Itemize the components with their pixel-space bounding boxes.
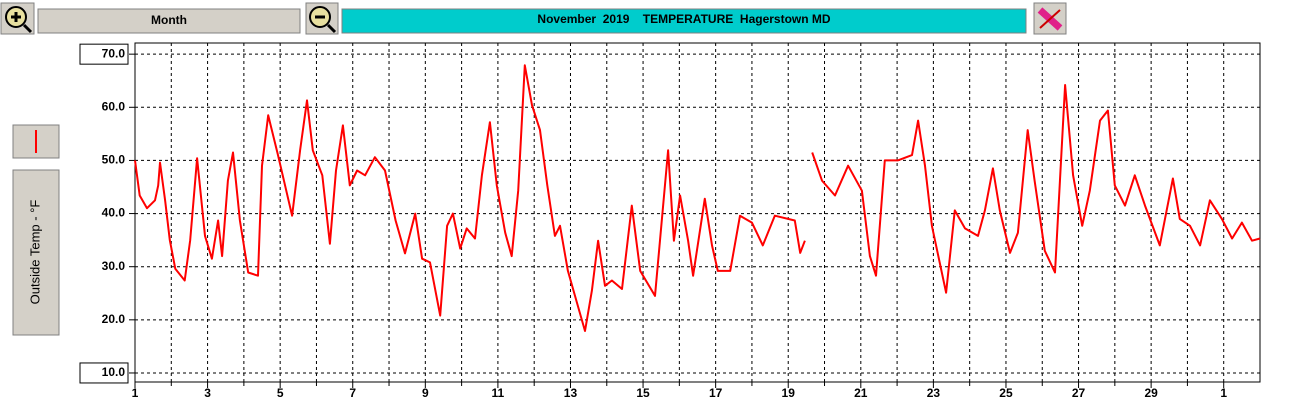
x-tick-label: 17 — [709, 386, 723, 400]
series-color-button[interactable] — [12, 124, 60, 159]
x-tick-label: 5 — [277, 386, 284, 400]
tick-label-box — [79, 43, 129, 65]
legend-label: Outside Temp - °F — [27, 200, 42, 305]
series-button[interactable]: Outside Temp - °F — [12, 169, 60, 336]
x-tick-label: 19 — [782, 386, 796, 400]
tools-button[interactable] — [1033, 2, 1067, 35]
y-tick-label: 60.0 — [102, 99, 126, 113]
chart-title: November 2019 TEMPERATURE Hagerstown MD — [537, 12, 831, 26]
y-tick-label: 30.0 — [102, 259, 126, 273]
title-bar — [341, 8, 1027, 34]
zoom-out-button[interactable] — [305, 2, 339, 35]
x-tick-label: 15 — [636, 386, 650, 400]
plot-frame — [134, 42, 1261, 383]
tick-label-box — [79, 362, 129, 384]
x-tick-label: 27 — [1072, 386, 1086, 400]
y-tick-label: 40.0 — [102, 206, 126, 220]
x-tick-label: 11 — [492, 386, 505, 400]
y-tick-label: 50.0 — [102, 153, 126, 167]
x-tick-label: 13 — [564, 386, 578, 400]
x-tick-label: 23 — [927, 386, 941, 400]
temperature-line — [134, 64, 1261, 332]
y-tick-label: 70.0 — [102, 46, 126, 60]
x-tick-label: 1 — [1220, 386, 1227, 400]
x-tick-label: 3 — [204, 386, 211, 400]
x-tick-label: 9 — [422, 386, 429, 400]
x-tick-label: 1 — [132, 386, 139, 400]
period-label: Month — [151, 13, 187, 27]
x-tick-label: 29 — [1144, 386, 1158, 400]
y-tick-label: 20.0 — [102, 312, 126, 326]
zoom-in-button[interactable] — [0, 2, 35, 35]
x-tick-label: 25 — [999, 386, 1013, 400]
x-tick-label: 7 — [349, 386, 356, 400]
period-button[interactable]: Month — [37, 8, 301, 34]
x-tick-label: 21 — [854, 386, 868, 400]
y-tick-label: 10.0 — [102, 365, 126, 379]
